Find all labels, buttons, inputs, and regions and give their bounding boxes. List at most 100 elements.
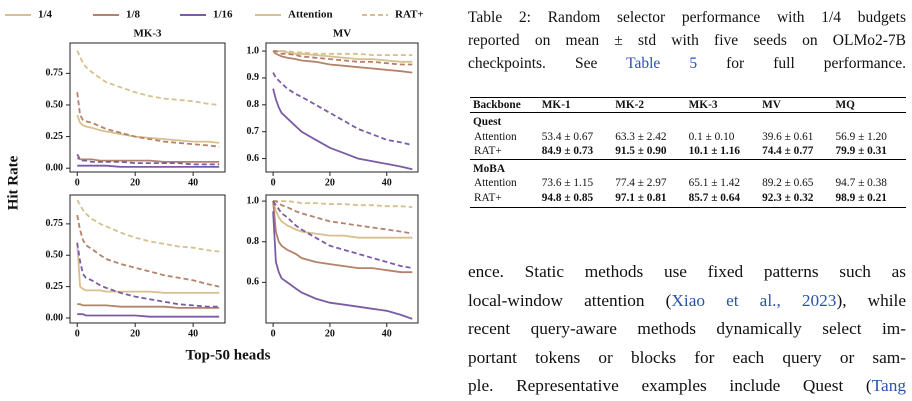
empty-cell	[539, 113, 612, 130]
series-line	[76, 199, 220, 253]
cell: 94.7 ± 0.38	[835, 177, 887, 189]
legend-label: RAT+	[395, 9, 424, 21]
x-tick-label: 0	[75, 328, 80, 339]
text: recent query-aware methods dynamically s…	[468, 319, 906, 338]
series-line	[76, 92, 220, 148]
series-line	[272, 201, 413, 274]
series-line	[77, 164, 220, 168]
series-line	[76, 214, 220, 288]
y-tick-label: 0.6	[247, 277, 260, 288]
y-tick-label: 0.50	[46, 99, 64, 110]
series-line	[273, 200, 413, 209]
legend-label: Attention	[288, 9, 333, 21]
x-axis-label: Top-50 heads	[186, 347, 271, 363]
cell: 92.3 ± 0.32	[759, 190, 833, 208]
legend-label: 1/8	[126, 9, 141, 21]
text: for full performance.	[697, 55, 906, 72]
cell: 56.9 ± 1.20	[835, 130, 887, 143]
panel-frame	[69, 194, 226, 324]
x-tick-label: 40	[188, 177, 198, 188]
panel-title: MV	[333, 28, 351, 40]
text-line: portant tokens or blocks for each query …	[468, 344, 906, 373]
text: ple. Representative examples include Que…	[468, 376, 872, 395]
row-label: RAT+	[474, 145, 502, 157]
row-label: Attention	[474, 130, 517, 143]
table-caption: Table 2: Random selector performance wit…	[468, 6, 906, 75]
cell: 94.8 ± 0.85	[538, 190, 613, 208]
cell: 89.2 ± 0.65	[762, 177, 814, 189]
text: Table 2: Random selector performance wit…	[468, 9, 906, 26]
body-text: ence. Static methods use fixed patterns …	[468, 258, 906, 401]
panel-title: MK-3	[133, 28, 162, 40]
text: ence. Static methods use fixed patterns …	[468, 262, 906, 281]
y-tick-label: 0.75	[46, 68, 64, 79]
series-line	[77, 303, 220, 309]
data-row: Attention 73.6 ± 1.15 77.4 ± 2.97 65.1 ± 1.…	[470, 176, 906, 191]
series-line	[272, 200, 413, 269]
series-line	[76, 114, 220, 144]
text: portant tokens or blocks for each query …	[468, 347, 906, 367]
group-row: MoBA	[470, 158, 906, 176]
empty-cell	[686, 113, 759, 130]
row-label: RAT+	[470, 190, 539, 208]
cell: 84.9 ± 0.73	[541, 145, 594, 157]
data-row: Attention 53.4 ± 0.67 63.3 ± 2.42 0.1 ± 0.1…	[470, 130, 906, 145]
results-table: Backbone MK-1 MK-2 MK-3 MV MQ Quest Attention 53…	[470, 97, 906, 208]
series-line	[76, 242, 220, 294]
panel-frame	[265, 194, 419, 324]
empty-cell	[832, 158, 906, 176]
text-line: ple. Representative examples include Que…	[468, 372, 906, 401]
x-tick-label: 0	[75, 177, 80, 188]
data-row: RAT+ 84.9 ± 0.73 91.5 ± 0.90 10.1 ± 1.16 74.…	[470, 144, 906, 159]
y-tick-label: 0.75	[46, 218, 64, 229]
cell: 98.9 ± 0.21	[832, 190, 906, 208]
y-tick-label: 0.8	[247, 236, 260, 247]
group-row: Quest	[470, 113, 906, 130]
x-tick-label: 20	[325, 328, 335, 339]
panel-frame	[69, 42, 226, 173]
header-cell: MK-1	[538, 97, 613, 113]
y-tick-label: 1.0	[247, 45, 260, 56]
y-tick-label: 1.0	[247, 195, 260, 206]
reference-link[interactable]: Table 5	[626, 55, 698, 72]
cell: 73.6 ± 1.15	[541, 177, 594, 189]
cell: 91.5 ± 0.90	[615, 145, 667, 157]
series-line	[77, 313, 220, 318]
series-line	[272, 50, 413, 74]
empty-cell	[538, 158, 613, 176]
y-tick-label: 0.8	[247, 99, 260, 110]
header-cell: MV	[759, 97, 833, 113]
legend-label: 1/16	[213, 9, 233, 21]
cell: 79.9 ± 0.31	[835, 145, 887, 157]
reference-link[interactable]: Tang	[871, 376, 906, 395]
y-tick-label: 0.25	[46, 131, 64, 142]
reference-link[interactable]: Xiao et al., 2023	[671, 290, 837, 310]
text-line: recent query-aware methods dynamically s…	[468, 315, 906, 344]
series-line	[272, 88, 413, 171]
series-line	[272, 211, 413, 320]
y-tick-label: 0.6	[247, 153, 260, 164]
data-row: RAT+ 94.8 ± 0.85 97.1 ± 0.81 85.7 ± 0.64 92.…	[470, 190, 906, 208]
text: ), while	[836, 290, 906, 310]
x-tick-label: 0	[271, 177, 276, 188]
text-line: Table 2: Random selector performance wit…	[468, 6, 906, 29]
x-tick-label: 0	[271, 328, 276, 339]
y-tick-label: 0.00	[46, 312, 64, 323]
series-line	[272, 72, 413, 146]
text-line: reported on mean ± std with five seeds o…	[468, 29, 906, 52]
x-tick-label: 20	[130, 177, 140, 188]
cell: 85.7 ± 0.64	[685, 190, 760, 208]
series-line	[76, 50, 220, 106]
empty-cell	[612, 158, 686, 176]
empty-cell	[685, 158, 760, 176]
header-cell: Backbone	[470, 97, 539, 113]
empty-cell	[833, 113, 907, 130]
y-axis-label: Hit Rate	[5, 155, 21, 210]
x-tick-label: 40	[188, 328, 198, 339]
cell: 53.4 ± 0.67	[541, 130, 594, 143]
series-line	[76, 242, 220, 308]
series-line	[273, 50, 413, 63]
header-row: Backbone MK-1 MK-2 MK-3 MV MQ	[470, 97, 906, 113]
header-cell: MK-2	[612, 97, 686, 113]
